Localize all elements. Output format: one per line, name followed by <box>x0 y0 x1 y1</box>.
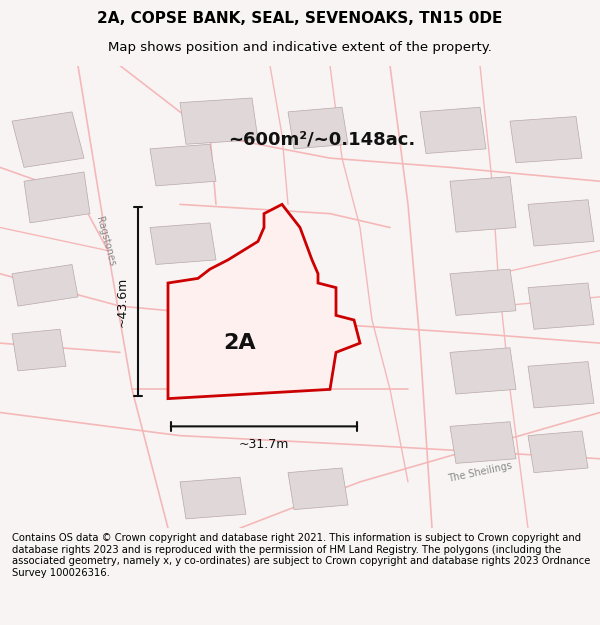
Polygon shape <box>168 204 360 399</box>
Polygon shape <box>12 329 66 371</box>
Text: Ragstones: Ragstones <box>94 216 116 268</box>
Text: Contains OS data © Crown copyright and database right 2021. This information is : Contains OS data © Crown copyright and d… <box>12 533 590 578</box>
Text: 2A: 2A <box>224 333 256 353</box>
Polygon shape <box>528 283 594 329</box>
Polygon shape <box>450 422 516 463</box>
Polygon shape <box>510 116 582 162</box>
Text: ~31.7m: ~31.7m <box>239 438 289 451</box>
Polygon shape <box>24 172 90 223</box>
Text: The Sheilings: The Sheilings <box>447 461 513 484</box>
Polygon shape <box>12 112 84 168</box>
Polygon shape <box>450 177 516 232</box>
Text: ~600m²/~0.148ac.: ~600m²/~0.148ac. <box>228 131 415 149</box>
Polygon shape <box>288 468 348 509</box>
Polygon shape <box>150 144 216 186</box>
Polygon shape <box>12 264 78 306</box>
Polygon shape <box>288 107 348 149</box>
Polygon shape <box>528 362 594 408</box>
Polygon shape <box>180 478 246 519</box>
Polygon shape <box>150 223 216 264</box>
Polygon shape <box>528 431 588 472</box>
Text: 2A, COPSE BANK, SEAL, SEVENOAKS, TN15 0DE: 2A, COPSE BANK, SEAL, SEVENOAKS, TN15 0D… <box>97 11 503 26</box>
Polygon shape <box>450 348 516 394</box>
Polygon shape <box>528 200 594 246</box>
Polygon shape <box>180 98 258 144</box>
Polygon shape <box>450 269 516 316</box>
Text: Map shows position and indicative extent of the property.: Map shows position and indicative extent… <box>108 41 492 54</box>
Text: ~43.6m: ~43.6m <box>116 276 129 327</box>
Polygon shape <box>420 107 486 154</box>
